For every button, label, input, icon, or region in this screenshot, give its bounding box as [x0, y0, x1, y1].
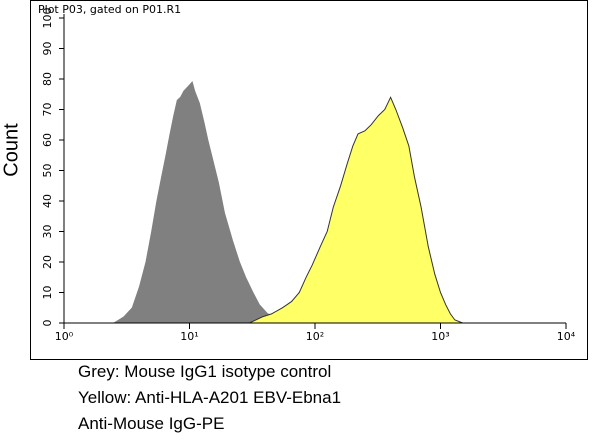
y-tick-label: 0	[41, 320, 54, 327]
x-tick-label: 10³	[431, 330, 449, 343]
frame	[30, 0, 588, 360]
caption-line: Anti-Mouse IgG-PE	[78, 414, 225, 433]
y-tick-label: 30	[41, 225, 54, 239]
chart: Plot P03, gated on P01.R1 Count 0 10 20 30 4…	[0, 0, 588, 360]
y-tick-label: 20	[41, 255, 54, 269]
x-tick-label: 10¹	[180, 330, 198, 343]
y-tick-label: 100	[41, 8, 54, 29]
histogram-area	[112, 80, 289, 324]
x-tick-label: 10⁴	[557, 330, 576, 343]
y-tick-label: 10	[41, 286, 54, 300]
histogram-area	[249, 96, 463, 324]
x-tick-label: 10⁰	[55, 330, 74, 343]
y-tick-label: 70	[41, 103, 54, 117]
caption-line: Yellow: Anti-HLA-A201 EBV-Ebna1	[78, 388, 342, 407]
y-tick-label: 80	[41, 72, 54, 86]
chart-title: Plot P03, gated on P01.R1	[38, 3, 181, 16]
y-tick-label: 40	[41, 194, 54, 208]
y-tick-label: 90	[41, 42, 54, 56]
y-tick-label: 50	[41, 164, 54, 178]
caption-line: Grey: Mouse IgG1 isotype control	[78, 362, 332, 381]
y-axis-label: Count	[0, 123, 22, 177]
y-tick-label: 60	[41, 133, 54, 147]
x-tick-label: 10²	[306, 330, 324, 343]
